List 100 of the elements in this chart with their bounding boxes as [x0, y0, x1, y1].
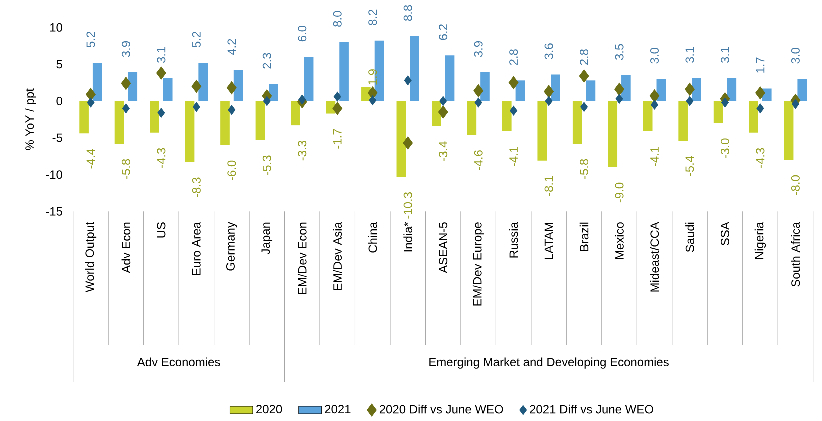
- point: [686, 96, 694, 106]
- data-label: 3.9: [474, 42, 483, 58]
- data-label: 3.1: [686, 47, 694, 64]
- bar: [551, 74, 560, 102]
- point: [298, 94, 306, 105]
- point: [158, 108, 166, 118]
- bar: [410, 36, 420, 102]
- data-label: -10.3: [404, 192, 412, 219]
- point: [122, 104, 130, 114]
- x-tick-label: Mexico: [615, 222, 624, 260]
- point: [474, 84, 484, 98]
- bar: [340, 42, 349, 102]
- data-label: 6.0: [298, 26, 307, 42]
- legend-label: 2021: [325, 405, 351, 414]
- data-label: -3.0: [720, 138, 730, 158]
- point: [192, 80, 202, 94]
- data-label: 8.8: [404, 5, 412, 22]
- data-label: 6.2: [439, 24, 448, 40]
- point: [228, 105, 236, 116]
- x-tick-label: Russia: [509, 222, 518, 258]
- data-label: 3.0: [650, 48, 660, 64]
- point: [156, 66, 166, 80]
- x-tick-label: Adv Econ: [122, 222, 131, 274]
- data-label: 8.0: [333, 11, 342, 27]
- point: [86, 88, 96, 102]
- point: [544, 85, 554, 98]
- bar: [291, 101, 300, 126]
- bar: [678, 101, 688, 142]
- point: [440, 96, 448, 106]
- x-tick-label: EM/Dev Europe: [472, 222, 484, 306]
- bar: [714, 101, 724, 124]
- bar: [92, 62, 102, 102]
- point: [87, 98, 95, 108]
- data-label: -3.3: [298, 141, 307, 161]
- legend-label: 2020: [256, 405, 282, 414]
- bar: [445, 56, 455, 102]
- data-label: 2.8: [580, 50, 589, 66]
- data-label: 2.3: [262, 53, 272, 69]
- point: [474, 98, 482, 108]
- bar: [502, 101, 512, 132]
- data-label: 3.0: [791, 48, 800, 64]
- bar: [749, 101, 758, 133]
- data-label: 1.9: [368, 70, 378, 85]
- x-tick-label: ASEAN-5: [439, 222, 448, 274]
- bar: [798, 79, 808, 102]
- data-label: -4.1: [650, 146, 659, 167]
- point: [545, 96, 553, 106]
- point: [403, 136, 414, 150]
- y-tick-label: -5: [52, 134, 62, 142]
- point: [438, 106, 448, 119]
- bar: [185, 101, 195, 162]
- data-label: 2.8: [510, 50, 518, 66]
- bar: [150, 101, 160, 133]
- y-axis-title: % YoY / ppt: [25, 88, 36, 150]
- data-label: -1.7: [333, 129, 342, 149]
- data-label: 8.2: [368, 10, 378, 26]
- bar: [643, 101, 653, 132]
- data-label: 3.5: [615, 44, 624, 60]
- data-label: -4.6: [474, 150, 483, 170]
- x-tick-label: World Output: [85, 222, 97, 292]
- bar: [114, 101, 124, 144]
- data-label: 4.2: [228, 39, 236, 56]
- point: [650, 100, 659, 110]
- bar: [432, 101, 442, 126]
- x-tick-label: EM/Dev Econ: [298, 222, 307, 294]
- bar: [80, 101, 89, 134]
- point: [263, 96, 271, 106]
- x-tick-label: SSA: [720, 222, 730, 246]
- point: [579, 70, 590, 83]
- data-label: -6.0: [228, 160, 236, 180]
- point: [510, 106, 518, 116]
- data-label: -4.1: [510, 146, 518, 167]
- x-tick-label: Mideast/CCA: [650, 222, 660, 292]
- x-tick-label: India*: [404, 222, 413, 252]
- data-label: -3.4: [439, 142, 448, 162]
- point: [332, 102, 343, 116]
- point: [721, 98, 729, 108]
- data-label: 5.2: [192, 32, 201, 48]
- x-tick-label: Germany: [226, 222, 238, 271]
- bar: [692, 78, 702, 102]
- x-tick-label: Japan: [262, 222, 273, 255]
- bar: [480, 72, 490, 102]
- y-tick-label: 0: [56, 97, 62, 106]
- bar: [198, 62, 208, 102]
- data-label: 3.6: [544, 44, 554, 60]
- point: [121, 77, 132, 90]
- point: [369, 96, 377, 106]
- point: [650, 90, 660, 103]
- bar: [467, 101, 477, 136]
- legend-label: 2021 Diff vs June WEO: [530, 404, 654, 414]
- data-label: -4.3: [756, 148, 765, 168]
- data-label: -5.8: [122, 159, 130, 180]
- point: [792, 99, 800, 110]
- bar: [396, 101, 406, 178]
- point: [755, 86, 766, 100]
- x-tick-label: EM/Dev Asia: [333, 222, 342, 290]
- data-label: 5.2: [86, 32, 96, 48]
- bar: [538, 101, 548, 161]
- y-tick-label: 5: [56, 60, 62, 69]
- point: [616, 94, 624, 104]
